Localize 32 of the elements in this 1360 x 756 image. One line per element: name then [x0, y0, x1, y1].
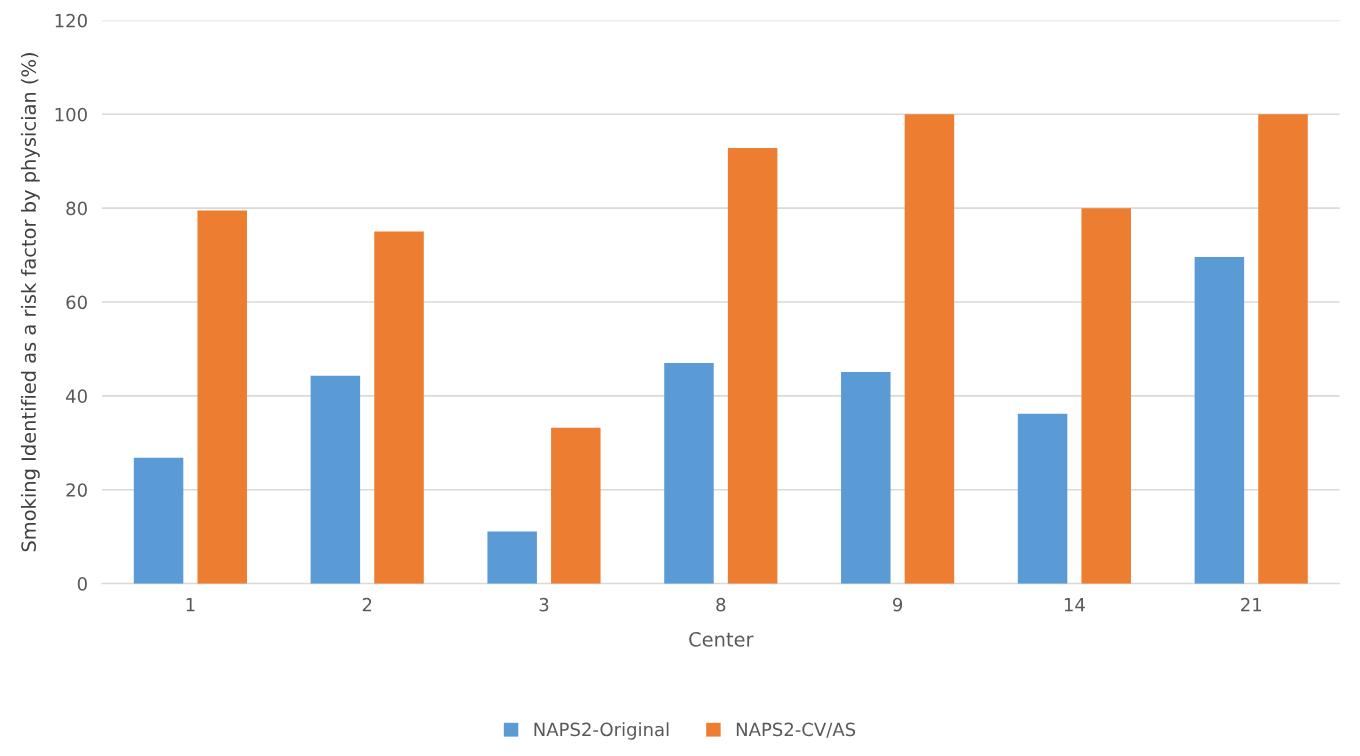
y-tick-label: 80 — [66, 201, 87, 216]
y-tick-label: 120 — [55, 13, 87, 28]
x-axis-title: Center — [689, 632, 754, 647]
x-tick-label: 9 — [892, 597, 903, 612]
legend-label: NAPS2-CV/AS — [736, 722, 856, 738]
bar — [1017, 413, 1068, 584]
x-tick-label: 14 — [1064, 598, 1085, 612]
x-tick-label: 8 — [716, 597, 726, 612]
bar — [133, 457, 184, 584]
bar — [1258, 114, 1308, 584]
x-tick-label: 2 — [362, 597, 372, 612]
bar — [1194, 256, 1245, 584]
bar — [551, 427, 601, 584]
y-axis-title: Smoking Identified as a risk factor by physician (%) — [20, 53, 40, 552]
x-tick-label: 3 — [539, 597, 549, 612]
y-tick-label: 60 — [66, 295, 87, 310]
bar — [310, 375, 361, 584]
bar — [841, 371, 891, 584]
y-tick-label: 40 — [66, 389, 87, 404]
legend-label: NAPS2-Original — [534, 722, 669, 740]
bar — [727, 148, 778, 584]
bar — [374, 231, 424, 584]
bar — [197, 210, 247, 584]
y-tick-label: 20 — [66, 483, 87, 497]
bar — [1081, 208, 1131, 584]
bar — [487, 531, 537, 584]
y-tick-label: 100 — [55, 107, 87, 122]
x-tick-label: 1 — [186, 598, 195, 612]
y-tick-label: 0 — [77, 577, 87, 591]
bar — [904, 114, 955, 584]
bar — [664, 363, 714, 584]
x-tick-label: 21 — [1241, 597, 1262, 612]
